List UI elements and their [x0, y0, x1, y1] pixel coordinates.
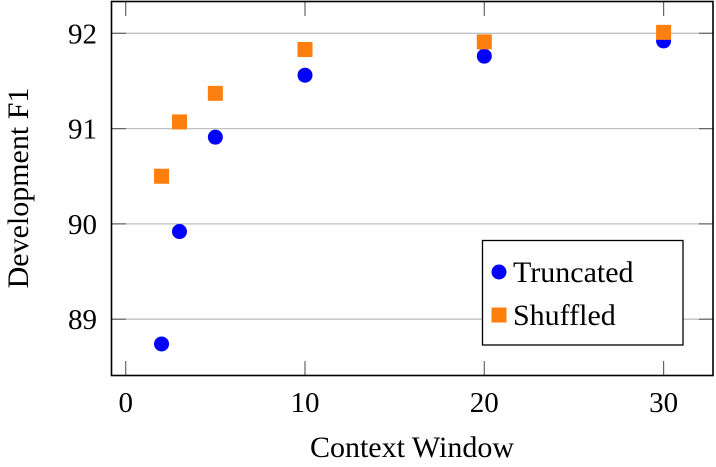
x-tick-label: 10 [291, 387, 320, 419]
point-truncated [476, 48, 492, 64]
legend: Truncated Shuffled [481, 239, 684, 346]
x-axis-title: Context Window [310, 431, 514, 464]
point-truncated [154, 336, 170, 352]
axis-ticks [111, 2, 713, 375]
tick-labels: 89 90 91 92 0 10 20 30 [68, 18, 678, 419]
x-tick-label: 20 [470, 387, 499, 419]
point-shuffled [656, 24, 672, 40]
data-points [154, 24, 672, 352]
point-truncated [207, 129, 223, 145]
y-tick-label: 89 [68, 304, 97, 336]
point-shuffled [207, 85, 223, 101]
legend-circle-icon [491, 264, 507, 280]
x-tick-label: 0 [118, 387, 133, 419]
legend-label-shuffled: Shuffled [513, 299, 616, 332]
plot-frame [110, 0, 714, 377]
y-tick-label: 91 [68, 114, 97, 146]
legend-box [481, 239, 684, 346]
point-shuffled [297, 42, 313, 58]
x-tick-label: 30 [649, 387, 678, 419]
legend-label-truncated: Truncated [513, 256, 634, 289]
point-shuffled [171, 114, 187, 130]
point-shuffled [154, 168, 170, 184]
y-tick-label: 90 [68, 209, 97, 241]
point-truncated [171, 224, 187, 240]
y-tick-label: 92 [68, 18, 97, 50]
legend-square-icon [491, 307, 507, 323]
point-truncated [297, 67, 313, 83]
y-axis-title: Development F1 [2, 88, 35, 289]
point-shuffled [476, 34, 492, 50]
